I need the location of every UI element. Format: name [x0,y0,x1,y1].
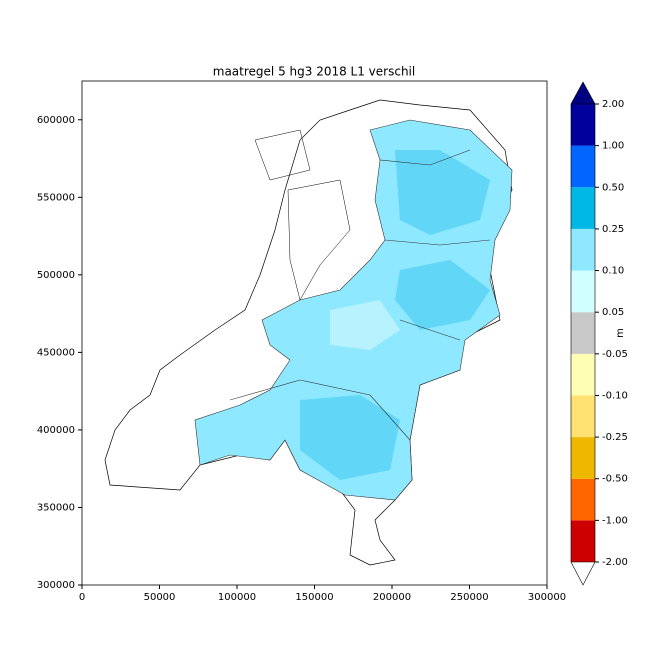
colorbar-tick-label: -0.10 [602,390,628,401]
y-tick-label: 400000 [37,425,75,436]
x-tick-label: 150000 [295,592,333,603]
colorbar-tick-label: 2.00 [602,99,624,110]
colorbar-frame [570,104,596,562]
colorbar-tick-label: -0.25 [602,432,628,443]
map [104,99,513,566]
colorbar-segment [571,520,595,562]
y-tick-label: 500000 [37,270,75,281]
colorbar-tick-label: -1.00 [602,515,628,526]
colorbar-over [570,81,596,105]
colorbar-tick-label: -0.50 [602,474,628,485]
colorbar-tick-label: 0.05 [602,307,624,318]
colorbar-segment [571,187,595,229]
colorbar-segment [571,395,595,438]
colorbar-segment [571,312,595,354]
colorbar-segment [571,437,595,479]
colorbar-tick-label: 0.10 [602,266,624,277]
colorbar-tick-label: 0.25 [602,224,624,235]
y-tick-label: 350000 [37,502,75,513]
x-tick-label: 50000 [144,592,176,603]
colorbar-under [570,561,596,586]
difference-region [330,300,400,350]
colorbar-tick-label: -0.05 [602,349,628,360]
x-tick-label: 200000 [373,592,411,603]
y-tick-label: 600000 [37,115,75,126]
colorbar-label: m [615,328,626,338]
x-tick-label: 100000 [218,592,256,603]
colorbar-segment [571,270,595,313]
x-tick-label: 250000 [450,592,488,603]
colorbar-segment [571,478,595,521]
x-tick-label: 0 [79,592,85,603]
chart-title: maatregel 5 hg3 2018 L1 verschil [213,65,415,79]
province-border [254,129,351,301]
colorbar-tick-label: -2.00 [602,557,628,568]
colorbar-tick-label: 0.50 [602,182,624,193]
y-tick-label: 300000 [37,580,75,591]
province-border [229,149,491,441]
colorbar-segment [571,104,595,146]
y-tick-label: 550000 [37,192,75,203]
colorbar-segment [571,145,595,188]
difference-region [300,150,490,480]
colorbar-tick-label: 1.00 [602,141,624,152]
x-tick-label: 300000 [528,592,566,603]
y-tick-label: 450000 [37,347,75,358]
colorbar-segment [571,353,595,396]
colorbar-segment [571,228,595,271]
